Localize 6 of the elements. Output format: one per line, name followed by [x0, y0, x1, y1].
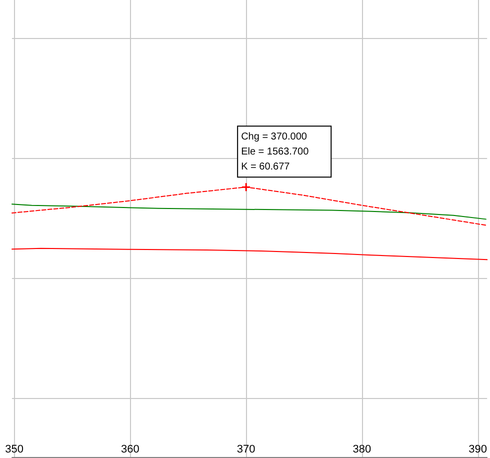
annotation: Chg = 370.000 Ele = 1563.700 K = 60.677: [241, 132, 310, 173]
x-tick-label: 360: [121, 444, 140, 456]
x-tick-label: 390: [468, 444, 488, 456]
x-tick-label: 350: [5, 444, 24, 456]
x-tick-label: 370: [236, 444, 256, 456]
x-tick-label: 380: [352, 444, 372, 456]
